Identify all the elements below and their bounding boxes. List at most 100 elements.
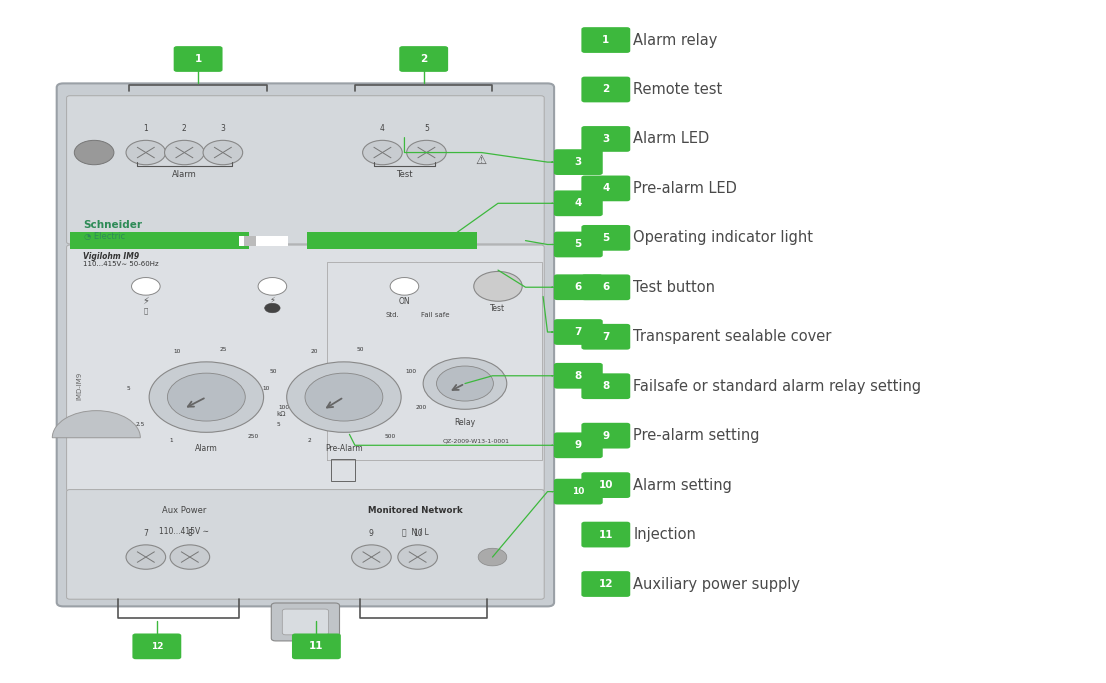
FancyBboxPatch shape [582,27,630,53]
Wedge shape [52,410,140,438]
FancyBboxPatch shape [66,245,544,491]
Circle shape [407,140,446,165]
FancyBboxPatch shape [133,633,181,659]
Text: 11: 11 [598,529,613,540]
Text: 110...415V ∼: 110...415V ∼ [159,527,209,536]
Text: QZ-2009-W13-1-0001: QZ-2009-W13-1-0001 [442,438,510,444]
Text: Alarm: Alarm [171,169,197,179]
Circle shape [478,548,507,566]
Circle shape [126,545,166,569]
Text: 10: 10 [572,487,584,496]
Text: 7: 7 [575,327,582,337]
Text: Pre-alarm LED: Pre-alarm LED [634,181,738,196]
Text: 8: 8 [188,529,192,538]
Text: Alarm relay: Alarm relay [634,33,718,48]
Text: 200: 200 [416,405,427,410]
Circle shape [132,277,160,295]
Text: 4: 4 [380,124,385,133]
Text: 10: 10 [262,386,270,391]
Text: 50: 50 [356,347,364,352]
Text: Alarm setting: Alarm setting [634,477,732,492]
Circle shape [390,277,419,295]
Text: 5: 5 [126,386,131,391]
Text: Vigilohm IM9: Vigilohm IM9 [83,252,139,261]
FancyBboxPatch shape [554,150,603,175]
Circle shape [305,373,383,421]
Circle shape [170,545,210,569]
Text: 1: 1 [144,124,148,133]
Text: ⚡: ⚡ [143,296,149,306]
Text: ◔ Electric: ◔ Electric [84,232,125,241]
Text: 9: 9 [575,441,582,450]
Text: 100: 100 [279,405,290,410]
FancyBboxPatch shape [554,319,603,345]
FancyBboxPatch shape [582,423,630,449]
Text: ON: ON [398,296,410,306]
Bar [239,236,288,247]
FancyBboxPatch shape [66,490,544,599]
FancyBboxPatch shape [582,176,630,201]
Circle shape [258,277,286,295]
Bar [244,236,257,247]
Text: Injection: Injection [634,527,696,542]
Text: 8: 8 [575,371,582,381]
Bar [307,232,477,249]
FancyBboxPatch shape [582,76,630,102]
Text: 3: 3 [602,134,609,144]
Text: 2.5: 2.5 [136,422,145,427]
Text: 100: 100 [406,369,417,374]
Text: 4: 4 [575,198,582,208]
Text: Alarm: Alarm [195,444,218,453]
Text: 250: 250 [248,434,259,439]
Text: Auxiliary power supply: Auxiliary power supply [634,576,801,591]
FancyBboxPatch shape [282,609,328,635]
Text: 9: 9 [369,529,374,538]
Text: ⚠: ⚠ [476,154,487,167]
Text: 12: 12 [150,642,163,651]
FancyBboxPatch shape [582,275,630,300]
Text: 50: 50 [270,369,278,374]
Text: Fail safe: Fail safe [421,312,449,318]
FancyBboxPatch shape [582,522,630,548]
FancyBboxPatch shape [582,374,630,399]
Text: 3: 3 [575,157,582,167]
Text: IMD-IM9: IMD-IM9 [76,372,83,400]
FancyBboxPatch shape [554,432,603,458]
Text: Operating indicator light: Operating indicator light [634,230,813,245]
FancyBboxPatch shape [66,96,544,244]
Text: 2: 2 [602,85,609,94]
Text: 1: 1 [195,54,201,64]
Circle shape [74,140,114,165]
Text: kΩ: kΩ [275,411,285,417]
FancyBboxPatch shape [582,225,630,251]
Text: Pre-Alarm: Pre-Alarm [325,444,363,453]
Text: Test button: Test button [634,280,716,295]
Text: 5: 5 [602,233,609,243]
Text: 7: 7 [602,332,609,342]
Circle shape [437,366,493,401]
FancyBboxPatch shape [554,232,603,257]
Text: 2: 2 [420,54,427,64]
Circle shape [126,140,166,165]
FancyBboxPatch shape [399,46,448,72]
Text: 1: 1 [170,438,174,443]
FancyBboxPatch shape [554,275,603,300]
FancyBboxPatch shape [554,191,603,217]
Text: 5: 5 [575,240,582,249]
Text: Transparent sealable cover: Transparent sealable cover [634,329,832,344]
Text: 8: 8 [602,381,609,391]
Text: 6: 6 [575,282,582,292]
Text: 10: 10 [413,529,422,538]
Text: 20: 20 [311,350,319,354]
Text: 2: 2 [307,438,311,443]
FancyBboxPatch shape [292,633,341,659]
Circle shape [363,140,403,165]
Text: 110...415V∼ 50-60Hz: 110...415V∼ 50-60Hz [83,262,159,267]
Text: Failsafe or standard alarm relay setting: Failsafe or standard alarm relay setting [634,378,921,393]
Circle shape [264,303,280,313]
FancyBboxPatch shape [56,83,554,607]
FancyBboxPatch shape [582,571,630,597]
Circle shape [165,140,205,165]
Text: 25: 25 [219,347,227,352]
Text: Aux Power: Aux Power [163,506,207,515]
